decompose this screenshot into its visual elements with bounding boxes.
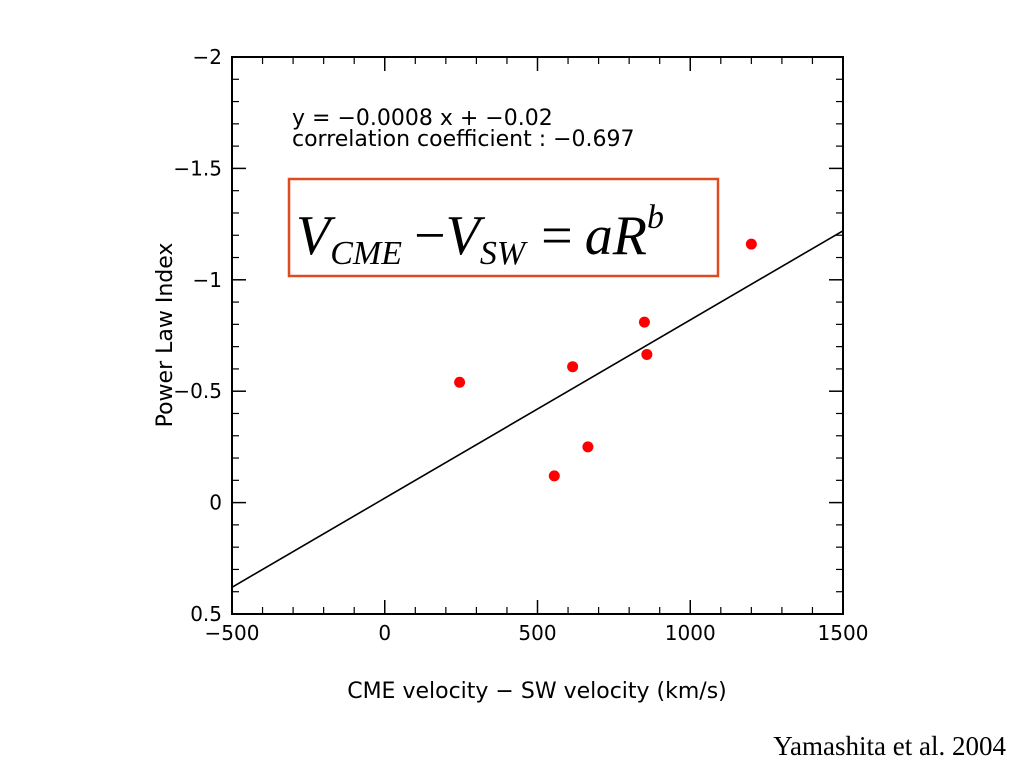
data-point bbox=[548, 470, 560, 482]
data-point bbox=[567, 361, 579, 373]
y-tick-label: −0.5 bbox=[173, 379, 222, 403]
formula-box bbox=[287, 177, 720, 278]
y-tick-label: −1.5 bbox=[173, 156, 222, 180]
data-points bbox=[454, 238, 757, 482]
data-point bbox=[745, 238, 757, 250]
data-point bbox=[638, 316, 650, 328]
correlation-annotation: correlation coefficient : −0.697 bbox=[292, 127, 635, 152]
x-tick-label: −500 bbox=[205, 621, 260, 645]
data-point bbox=[454, 376, 466, 388]
equation-annotation: y = −0.0008 x + −0.02 bbox=[292, 106, 553, 131]
y-tick-label: −2 bbox=[193, 45, 222, 69]
tick-label-group: −500 0 500 1000 1500 −2 −1.5 −1 −0.5 0 0.5 bbox=[173, 45, 868, 645]
formula-text: VCME −VSW = aRb bbox=[296, 199, 664, 272]
y-tick-label: 0.5 bbox=[190, 602, 222, 626]
y-axis-label: Power Law Index bbox=[153, 243, 178, 428]
x-axis-label: CME velocity − SW velocity (km/s) bbox=[347, 679, 727, 704]
x-tick-label: 0 bbox=[378, 621, 391, 645]
x-tick-label: 500 bbox=[518, 621, 556, 645]
y-tick-label: 0 bbox=[209, 491, 222, 515]
plot-frame bbox=[231, 56, 844, 615]
tick-group bbox=[231, 56, 844, 615]
regression-line bbox=[232, 230, 843, 588]
x-tick-label: 1500 bbox=[818, 621, 869, 645]
citation: Yamashita et al. 2004 bbox=[773, 731, 1006, 761]
y-tick-label: −1 bbox=[193, 268, 222, 292]
x-tick-label: 1000 bbox=[665, 621, 716, 645]
data-point bbox=[641, 348, 653, 360]
data-point bbox=[582, 441, 594, 453]
